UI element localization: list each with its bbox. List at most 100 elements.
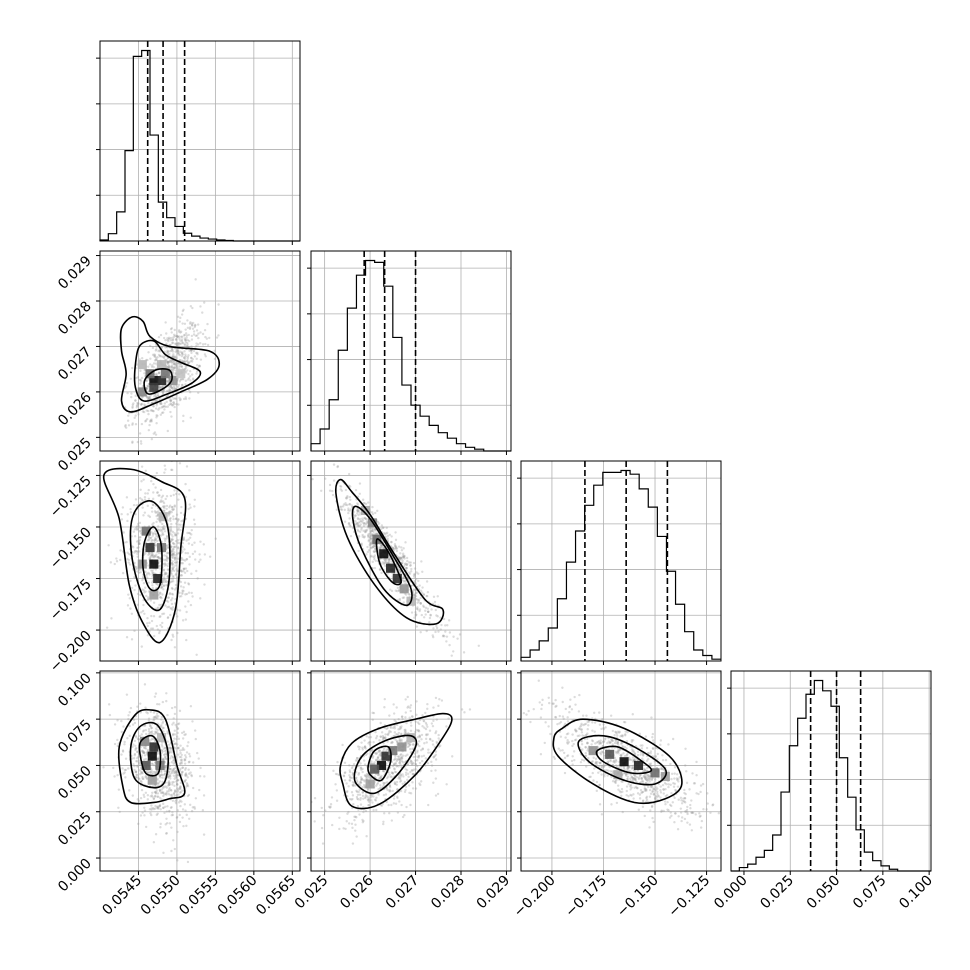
sample-point	[164, 767, 167, 771]
contour-level-0	[102, 467, 187, 644]
sample-point	[173, 551, 176, 554]
sample-point	[140, 396, 143, 400]
panel-frame	[310, 670, 512, 872]
sample-point	[171, 552, 175, 556]
sample-point	[203, 583, 206, 586]
sample-point	[179, 749, 182, 752]
sample-point	[399, 763, 402, 766]
sample-point	[187, 507, 190, 511]
sample-point	[388, 729, 391, 733]
sample-point	[425, 723, 428, 726]
sample-point	[362, 529, 365, 533]
sample-point	[173, 504, 176, 507]
sample-point	[165, 810, 169, 813]
sample-point	[424, 727, 428, 731]
sample-point	[670, 804, 673, 808]
sample-point	[381, 734, 385, 738]
sample-point	[131, 745, 134, 748]
sample-point	[139, 571, 142, 574]
sample-point	[394, 531, 397, 534]
sample-point	[426, 607, 430, 610]
sample-point	[405, 805, 408, 809]
sample-point	[177, 351, 180, 355]
sample-point	[650, 805, 654, 809]
sample-point	[137, 571, 141, 574]
sample-point	[138, 759, 141, 762]
sample-point	[367, 803, 370, 807]
sample-point	[156, 491, 159, 494]
sample-point	[170, 771, 174, 775]
density-cell	[386, 563, 396, 573]
sample-point	[155, 421, 158, 425]
sample-point	[145, 769, 148, 773]
sample-point	[186, 341, 189, 345]
sample-point	[165, 692, 168, 695]
sample-point	[397, 765, 400, 768]
sample-point	[398, 556, 401, 560]
sample-point	[171, 723, 174, 726]
sample-point	[169, 529, 173, 532]
sample-point	[122, 531, 126, 534]
sample-point	[133, 535, 137, 538]
sample-point	[711, 804, 714, 807]
sample-point	[429, 613, 432, 617]
sample-point	[162, 584, 166, 588]
sample-point	[182, 567, 186, 570]
sample-point	[139, 380, 143, 383]
sample-point	[166, 389, 169, 393]
sample-point	[328, 483, 332, 487]
sample-point	[593, 721, 597, 724]
sample-point	[640, 747, 644, 750]
sample-point	[395, 706, 398, 709]
sample-point	[613, 741, 617, 745]
sample-point	[165, 599, 169, 602]
sample-point	[163, 573, 166, 576]
sample-point	[191, 720, 194, 723]
sample-point	[411, 715, 414, 719]
sample-point	[350, 504, 353, 507]
sample-point	[157, 556, 160, 559]
sample-point	[204, 355, 207, 358]
sample-point	[445, 725, 448, 728]
sample-point	[175, 771, 178, 774]
sample-point	[380, 731, 384, 734]
sample-point	[149, 536, 152, 540]
sample-point	[419, 589, 423, 593]
sample-point	[163, 506, 166, 510]
sample-point	[124, 423, 127, 427]
sample-point	[186, 357, 189, 360]
sample-point	[363, 522, 367, 525]
sample-point	[197, 365, 201, 368]
sample-point	[590, 739, 594, 742]
sample-point	[380, 804, 384, 807]
sample-point	[168, 767, 171, 770]
sample-point	[134, 399, 137, 402]
sample-point	[169, 510, 172, 513]
sample-point	[364, 529, 367, 532]
sample-point	[170, 538, 173, 541]
sample-point	[139, 378, 142, 382]
sample-point	[388, 558, 392, 561]
sample-point	[652, 739, 655, 742]
sample-point	[385, 532, 388, 535]
sample-point	[172, 360, 176, 364]
sample-point	[432, 781, 435, 784]
sample-point	[182, 748, 186, 751]
sample-point	[123, 743, 126, 746]
sample-point	[170, 572, 173, 576]
sample-point	[419, 749, 423, 752]
sample-point	[426, 707, 429, 711]
sample-point	[323, 763, 327, 767]
sample-point	[357, 764, 360, 768]
sample-point	[354, 488, 358, 492]
sample-point	[130, 395, 133, 399]
sample-point	[395, 783, 398, 786]
sample-point	[421, 747, 424, 750]
sample-point	[132, 530, 136, 533]
sample-point	[178, 359, 182, 362]
sample-point	[173, 405, 176, 409]
sample-point	[414, 730, 417, 734]
sample-point	[168, 403, 171, 406]
sample-point	[373, 566, 377, 570]
sample-point	[580, 724, 583, 727]
